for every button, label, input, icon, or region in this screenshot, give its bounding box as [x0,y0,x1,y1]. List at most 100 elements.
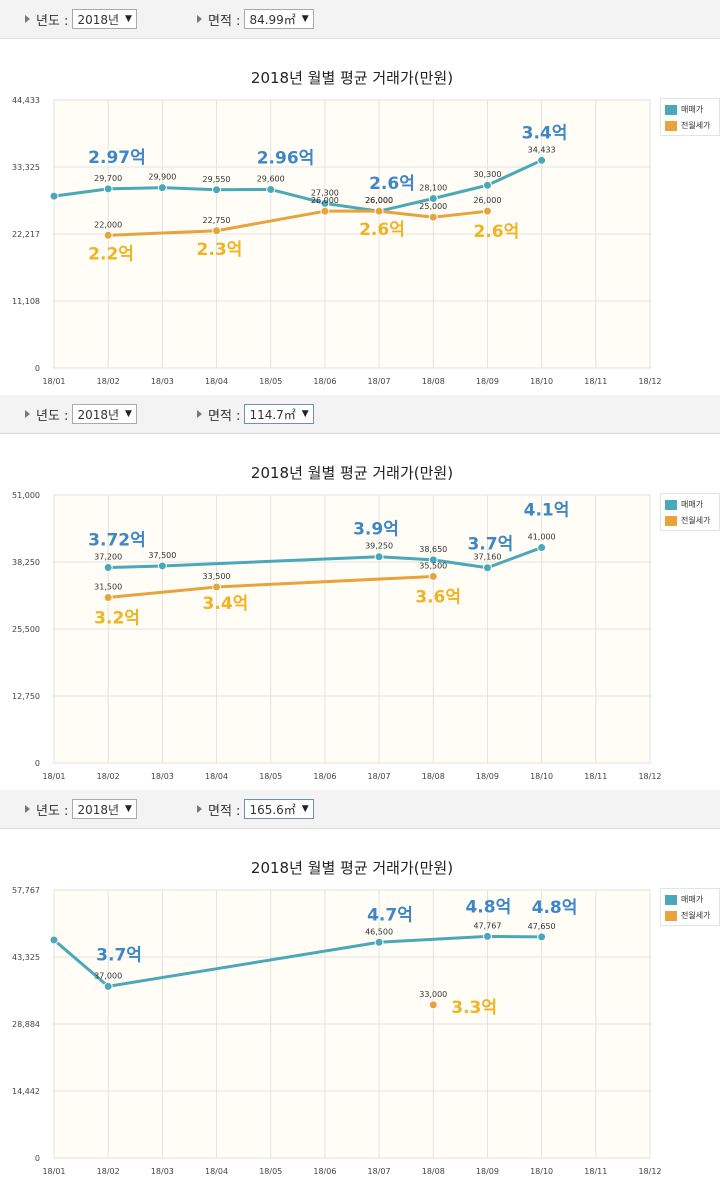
data-point-jeonse[interactable] [103,230,113,240]
x-tick-label: 18/02 [97,1167,120,1176]
data-point-jeonse[interactable] [428,212,438,222]
year-select[interactable]: 2018년 ▼ [72,799,137,819]
data-point-sale[interactable] [49,191,59,201]
data-point-jeonse[interactable] [212,226,222,236]
data-point-sale[interactable] [266,184,276,194]
data-point-sale[interactable] [482,931,492,941]
x-tick-label: 18/07 [368,377,391,386]
data-point-sale[interactable] [537,155,547,165]
chart-title: 2018년 월별 평균 거래가(만원) [251,464,453,482]
legend-item-jeonse[interactable]: 전월세가 [665,910,710,921]
series-line-jeonse [108,209,488,237]
x-tick-label: 18/05 [259,1167,282,1176]
legend-item-jeonse[interactable]: 전월세가 [665,120,710,131]
legend-item-sale[interactable]: 매매가 [665,104,703,115]
chart-legend: 매매가 전월세가 [660,98,720,136]
data-point-jeonse[interactable] [320,206,330,216]
chart-legend: 매매가 전월세가 [660,888,720,926]
series-line-sale [53,158,543,213]
data-point-sale[interactable] [103,981,113,991]
chart-legend: 매매가 전월세가 [660,493,720,531]
y-tick-label: 51,000 [12,491,40,500]
filter-bar: 년도 : 2018년 ▼ 면적 : 114.7㎡ ▼ [0,395,720,434]
legend-label-sale: 매매가 [681,105,704,114]
caret-down-icon: ▼ [301,409,309,419]
year-select[interactable]: 2018년 ▼ [72,404,137,424]
year-filter: 년도 : 2018년 ▼ [25,404,137,424]
y-tick-label: 44,433 [12,96,40,105]
filter-bar: 년도 : 2018년 ▼ 면적 : 84.99㎡ ▼ [0,0,720,39]
x-tick-label: 18/02 [97,377,120,386]
caret-down-icon: ▼ [125,804,132,814]
legend-item-sale[interactable]: 매매가 [665,894,703,905]
chart-block-3: 년도 : 2018년 ▼ 면적 : 165.6㎡ ▼ 2018년 월별 평균 거… [0,790,720,1185]
x-tick-label: 18/04 [205,377,228,386]
year-label: 년도 : [36,13,69,29]
y-tick-label: 28,884 [12,1020,40,1029]
data-point-jeonse[interactable] [212,582,222,592]
data-label-sale: 28,100 [419,184,447,193]
y-tick-label: 12,750 [12,692,40,701]
data-point-sale[interactable] [49,935,59,945]
area-filter: 면적 : 114.7㎡ ▼ [197,404,314,424]
data-point-sale[interactable] [212,185,222,195]
area-filter: 면적 : 84.99㎡ ▼ [197,9,314,29]
triangle-bullet-icon [197,805,202,813]
data-label-sale: 37,500 [148,551,176,560]
data-point-sale[interactable] [157,183,167,193]
year-select-value: 2018년 [77,802,120,817]
data-point-sale[interactable] [103,184,113,194]
y-tick-label: 0 [35,364,40,373]
x-tick-label: 18/09 [476,377,499,386]
data-point-sale[interactable] [537,932,547,942]
x-tick-label: 18/07 [368,772,391,781]
data-point-jeonse[interactable] [374,206,384,216]
legend-swatch-sale [665,894,677,905]
area-filter: 면적 : 165.6㎡ ▼ [197,799,314,819]
data-point-sale[interactable] [103,563,113,573]
data-label-jeonse: 33,000 [419,990,447,999]
data-point-sale[interactable] [537,543,547,553]
data-point-sale[interactable] [482,180,492,190]
legend-item-sale[interactable]: 매매가 [665,499,703,510]
data-label-sale: 29,600 [257,174,285,183]
price-annotation-sale: 2.6억 [369,174,415,194]
data-label-sale: 37,160 [473,553,501,562]
data-point-sale[interactable] [482,563,492,573]
x-tick-label: 18/03 [151,377,174,386]
x-tick-label: 18/04 [205,772,228,781]
data-label-sale: 39,250 [365,542,393,551]
data-label-jeonse: 26,000 [365,196,393,205]
data-label-jeonse: 35,500 [419,561,447,570]
price-annotation-jeonse: 3.2억 [94,608,140,628]
x-tick-label: 18/02 [97,772,120,781]
y-tick-label: 22,217 [12,230,40,239]
price-annotation-jeonse: 3.6억 [415,587,461,607]
data-point-sale[interactable] [374,552,384,562]
x-tick-label: 18/12 [638,772,661,781]
area-select[interactable]: 84.99㎡ ▼ [244,9,314,29]
data-label-sale: 30,300 [473,170,501,179]
data-label-jeonse: 26,000 [473,196,501,205]
x-tick-label: 18/08 [422,377,445,386]
data-point-jeonse[interactable] [482,206,492,216]
data-point-jeonse[interactable] [428,571,438,581]
area-select[interactable]: 165.6㎡ ▼ [244,799,314,819]
data-point-jeonse[interactable] [103,592,113,602]
data-point-sale[interactable] [157,561,167,571]
legend-item-jeonse[interactable]: 전월세가 [665,515,710,526]
data-point-sale[interactable] [374,937,384,947]
area-select[interactable]: 114.7㎡ ▼ [244,404,314,424]
data-point-sale[interactable] [428,555,438,565]
data-label-sale: 46,500 [365,927,393,936]
x-tick-label: 18/05 [259,377,282,386]
price-annotation-jeonse: 3.4억 [203,594,249,614]
data-point-jeonse[interactable] [428,1000,438,1010]
area-label: 면적 : [208,13,241,29]
triangle-bullet-icon [25,410,30,418]
x-tick-label: 18/11 [584,772,607,781]
data-point-sale[interactable] [428,194,438,204]
year-select[interactable]: 2018년 ▼ [72,9,137,29]
line-chart: 2018년 월별 평균 거래가(만원) 18/01 18/02 18/03 18/04 1… [12,859,662,1176]
data-label-sale: 47,650 [528,922,556,931]
